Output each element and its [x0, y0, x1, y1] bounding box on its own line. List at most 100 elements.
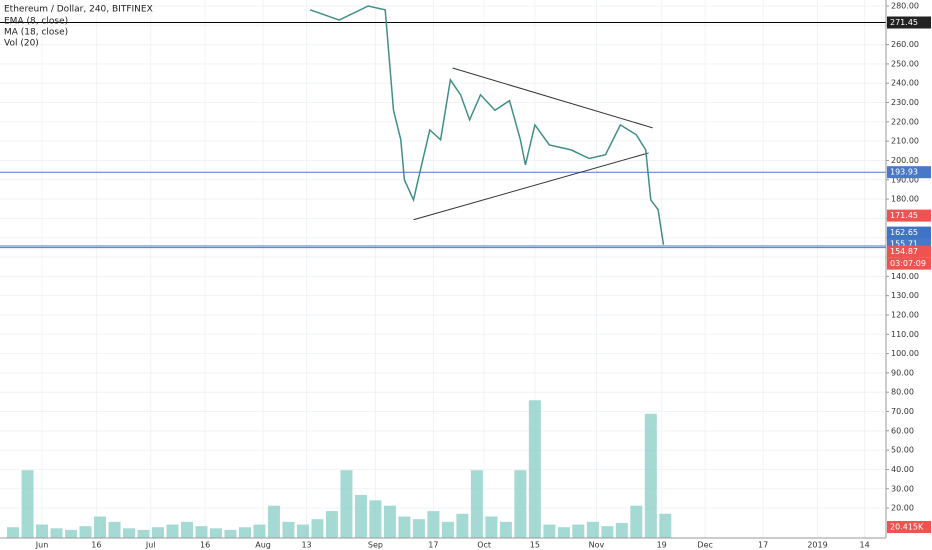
- y-tick-label: 180.00: [891, 195, 919, 204]
- volume-bar: [267, 505, 280, 538]
- y-tick-label: 240.00: [891, 79, 919, 88]
- volume-bar: [485, 516, 498, 538]
- legend-entry: EMA (8, close): [4, 17, 68, 27]
- y-tick-label: 120.00: [891, 310, 919, 319]
- volume-bar: [601, 526, 614, 538]
- y-tick-label: 30.00: [891, 484, 914, 493]
- x-tick-label: 16: [91, 541, 101, 550]
- price-tag-label: 162.65: [890, 228, 918, 237]
- price-tag-label: 171.45: [890, 211, 918, 220]
- y-tick-label: 200.00: [891, 156, 919, 165]
- x-tick-label: 19: [657, 541, 667, 550]
- x-tick-label: Aug: [255, 541, 271, 550]
- chart-title: Ethereum / Dollar, 240, BITFINEX: [4, 5, 153, 15]
- volume-bar: [325, 511, 338, 538]
- x-tick-label: Jul: [145, 541, 156, 550]
- price-tag-label: 271.45: [890, 18, 918, 27]
- x-tick-label: 15: [530, 541, 540, 550]
- volume-bar: [615, 522, 628, 538]
- volume-bar: [630, 505, 643, 538]
- price-tag-label: 154.87: [890, 247, 918, 256]
- volume-bar: [224, 529, 237, 538]
- volume-bar: [470, 470, 483, 538]
- y-tick-label: 20.00: [891, 504, 914, 513]
- y-tick-label: 130.00: [891, 291, 919, 300]
- y-tick-label: 100.00: [891, 349, 919, 358]
- x-tick-label: Dec: [697, 541, 712, 550]
- trendline: [452, 67, 653, 129]
- y-tick-label: 90.00: [891, 368, 914, 377]
- volume-bar: [644, 413, 657, 538]
- x-tick-label: 16: [200, 541, 210, 550]
- x-tick-label: Oct: [477, 541, 491, 550]
- y-tick-label: 50.00: [891, 446, 914, 455]
- trendline: [413, 152, 649, 221]
- volume-bar: [50, 528, 63, 538]
- y-tick-label: 60.00: [891, 426, 914, 435]
- y-tick-label: 250.00: [891, 59, 919, 68]
- volume-bar: [543, 524, 556, 538]
- price-tag-label: 20.415K: [890, 523, 924, 532]
- x-tick-label: Sep: [368, 541, 383, 550]
- x-tick-label: 17: [758, 541, 768, 550]
- price-tag: [887, 226, 931, 239]
- price-tag: [887, 209, 931, 222]
- x-tick-label: 14: [860, 541, 870, 550]
- y-tick-label: 210.00: [891, 137, 919, 146]
- volume-bar: [166, 524, 179, 538]
- legend-entry: Vol (20): [4, 39, 39, 49]
- price-tag: [887, 16, 931, 29]
- price-tag-label: 193.93: [890, 168, 918, 177]
- volume-bar: [659, 513, 672, 538]
- volume-bar: [36, 524, 49, 538]
- price-tag: [887, 521, 931, 534]
- y-tick-label: 140.00: [891, 272, 919, 281]
- price-line-series: [309, 5, 665, 245]
- y-tick-label: 280.00: [891, 1, 919, 10]
- volume-bar: [238, 527, 251, 538]
- volume-bar: [123, 528, 136, 538]
- volume-bar: [151, 527, 164, 538]
- y-tick-label: 110.00: [891, 330, 919, 339]
- volume-bar: [586, 521, 599, 538]
- x-tick-label: Nov: [589, 541, 605, 550]
- y-tick-label: 230.00: [891, 98, 919, 107]
- volume-bar: [427, 511, 440, 538]
- volume-bar: [7, 527, 20, 538]
- volume-bar: [572, 524, 585, 538]
- x-tick-label: 2019: [807, 541, 827, 550]
- volume-bar: [94, 516, 107, 538]
- volume-bar: [456, 513, 469, 538]
- volume-bar: [21, 470, 34, 538]
- plot-area: [0, 0, 886, 538]
- volume-bar: [412, 519, 425, 538]
- volume-bar: [340, 470, 353, 538]
- volume-bar: [195, 526, 208, 538]
- price-tag-label: 155.71: [890, 240, 918, 249]
- volume-bar: [282, 521, 295, 538]
- volume-bar: [499, 521, 512, 538]
- volume-bar: [557, 527, 570, 538]
- price-tag: [887, 166, 931, 179]
- y-tick-label: 80.00: [891, 388, 914, 397]
- volume-bar: [253, 524, 266, 538]
- y-tick-label: 220.00: [891, 117, 919, 126]
- volume-bar: [369, 500, 382, 538]
- y-tick-label: 190.00: [891, 175, 919, 184]
- price-tag: [887, 245, 931, 258]
- volume-bar: [79, 526, 92, 538]
- volume-bar: [296, 524, 309, 538]
- volume-bar: [514, 470, 527, 538]
- volume-bar: [137, 529, 150, 538]
- volume-bar: [398, 516, 411, 538]
- y-tick-label: 260.00: [891, 40, 919, 49]
- y-tick-label: 70.00: [891, 407, 914, 416]
- x-tick-label: 13: [301, 541, 311, 550]
- price-tag-label: 03:07:09: [890, 259, 926, 268]
- y-tick-label: 40.00: [891, 465, 914, 474]
- volume-bar: [528, 400, 541, 538]
- legend-entry: MA (18, close): [4, 28, 68, 38]
- volume-bar: [311, 519, 324, 538]
- volume-bar: [108, 521, 121, 538]
